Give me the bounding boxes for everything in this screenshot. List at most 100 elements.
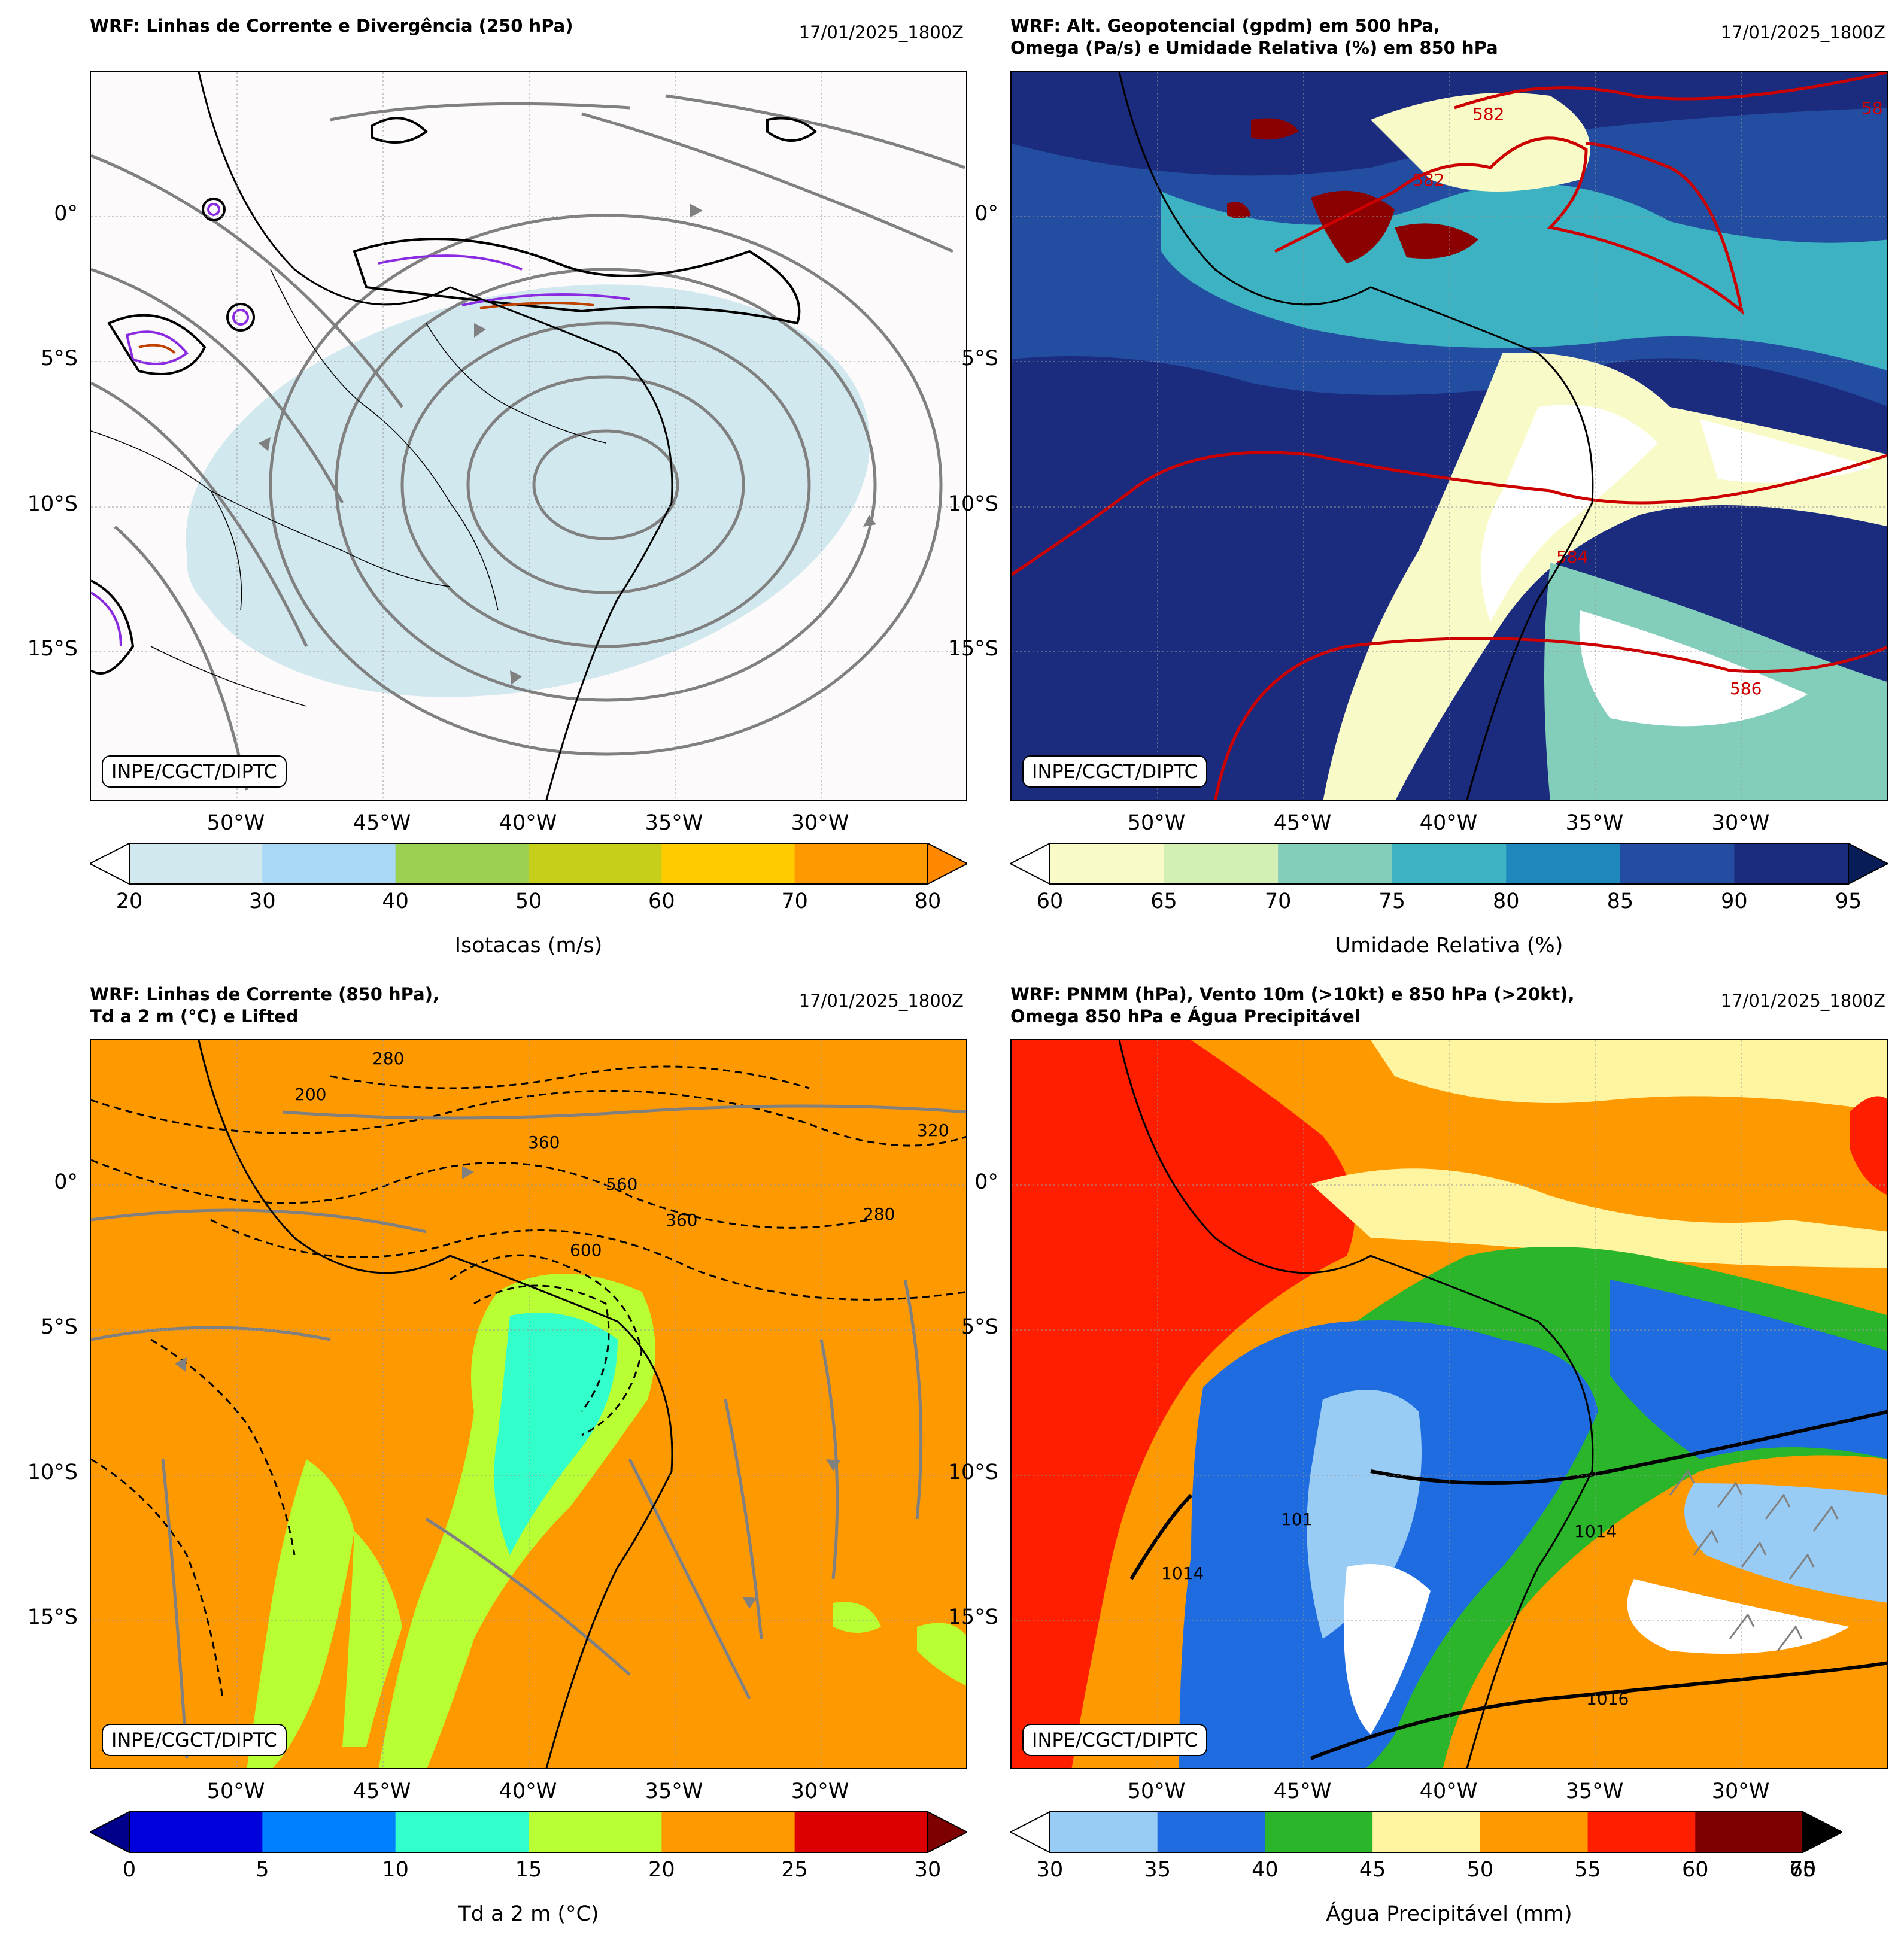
colorbar-segment xyxy=(1392,843,1507,884)
colorbar-tick: 55 xyxy=(1574,1858,1601,1882)
colorbar-segment xyxy=(1157,1812,1265,1852)
lat-tick: 10°S xyxy=(948,492,998,516)
colorbar-segment xyxy=(1372,1812,1481,1852)
lon-tick: 50°W xyxy=(1127,811,1186,835)
contour-label: 320 xyxy=(917,1120,949,1140)
lon-tick: 30°W xyxy=(791,1779,849,1803)
colorbar-tick: 95 xyxy=(1835,889,1862,913)
lon-tick: 45°W xyxy=(353,811,411,835)
colorbar xyxy=(88,842,969,885)
pw-region xyxy=(1311,1168,1887,1268)
lat-tick: 5°S xyxy=(41,1315,78,1339)
lat-tick: 0° xyxy=(54,1170,78,1194)
colorbar-segment xyxy=(1278,843,1393,884)
colorbar-tick: 25 xyxy=(781,1858,808,1882)
colorbar xyxy=(1009,1811,1844,1854)
rh-core xyxy=(1579,610,1808,727)
grid xyxy=(91,72,966,800)
colorbar-title: Água Precipitável (mm) xyxy=(1326,1902,1572,1926)
lon-tick: 30°W xyxy=(1711,811,1770,835)
contour-label: 360 xyxy=(666,1210,697,1230)
colorbar-tick: 30 xyxy=(1036,1858,1064,1882)
colorbar-tick: 70 xyxy=(781,889,808,913)
coastline xyxy=(198,1040,673,1768)
lon-tick: 50°W xyxy=(1127,1779,1186,1803)
lat-tick: 10°S xyxy=(948,1460,998,1484)
rh-band xyxy=(1371,93,1590,192)
td-region xyxy=(342,1531,402,1747)
lon-tick: 45°W xyxy=(1273,811,1332,835)
coastline xyxy=(1118,1040,1594,1768)
lon-tick: 45°W xyxy=(353,1779,411,1803)
td-region xyxy=(494,1313,618,1555)
credit-label: INPE/CGCT/DIPTC xyxy=(1022,755,1207,788)
colorbar-tick: 40 xyxy=(382,889,409,913)
contour-label: 58 xyxy=(1862,98,1883,118)
credit-label: INPE/CGCT/DIPTC xyxy=(102,755,287,788)
panel-title: WRF: PNMM (hPa), Vento 10m (>10kt) e 850… xyxy=(1010,984,1575,1026)
lon-tick: 35°W xyxy=(1565,811,1624,835)
colorbar-tick: 15 xyxy=(515,1858,542,1882)
lat-tick: 5°S xyxy=(961,347,998,370)
td-region xyxy=(833,1602,881,1633)
pw-region xyxy=(1344,1564,1431,1735)
lon-tick: 30°W xyxy=(1711,1779,1770,1803)
isobars xyxy=(1129,1410,1887,1760)
map-area: INPE/CGCT/DIPTC xyxy=(90,71,967,801)
lon-tick: 40°W xyxy=(1419,811,1478,835)
colorbar-segment xyxy=(129,843,263,884)
grid xyxy=(1012,72,1887,800)
colorbar-over-arrow xyxy=(1848,842,1890,885)
colorbar-tick: 70 xyxy=(1789,1858,1817,1882)
colorbar-under-arrow xyxy=(88,842,130,885)
lon-tick: 30°W xyxy=(791,811,849,835)
stream-arrows xyxy=(175,1166,840,1609)
colorbar-segment xyxy=(1587,1812,1696,1852)
contour-label: 584 xyxy=(1556,547,1588,567)
grid xyxy=(1012,1040,1887,1768)
contour-label: 582 xyxy=(1413,170,1444,190)
contour-labels: 280 200 600 560 360 280 320 360 xyxy=(294,1049,949,1260)
colorbar-tick: 50 xyxy=(515,889,542,913)
colorbar-segment xyxy=(395,843,529,884)
colorbar-tick: 20 xyxy=(648,1858,675,1882)
colorbar xyxy=(1009,842,1890,885)
contour-label: 1014 xyxy=(1161,1563,1204,1583)
colorbar-tick: 30 xyxy=(914,1858,942,1882)
colorbar-under-arrow xyxy=(88,1811,130,1854)
contour-label: 200 xyxy=(294,1085,326,1104)
colorbar-segment xyxy=(1164,843,1279,884)
colorbar-tick: 30 xyxy=(249,889,276,913)
pw-region xyxy=(1371,1040,1887,1112)
colorbar-segment xyxy=(262,843,396,884)
colorbar-tick: 75 xyxy=(1378,889,1405,913)
panel-date: 17/01/2025_1800Z xyxy=(798,22,964,42)
map-area: 280 200 600 560 360 280 320 360 INPE/CGC… xyxy=(90,1039,967,1769)
colorbar-segment xyxy=(1480,1812,1589,1852)
colorbar-tick: 80 xyxy=(914,889,942,913)
colorbar-tick: 50 xyxy=(1466,1858,1494,1882)
colorbar-segment xyxy=(529,843,662,884)
colorbar-over-arrow xyxy=(927,1811,969,1854)
lat-tick: 15°S xyxy=(948,637,998,661)
colorbar-tick-overlap: 65 xyxy=(1789,1858,1817,1882)
stream-arrows xyxy=(259,203,876,685)
panel-title: WRF: Alt. Geopotencial (gpdm) em 500 hPa… xyxy=(1010,16,1498,58)
rh-core xyxy=(1481,405,1658,622)
grid xyxy=(91,1040,966,1768)
colorbar-tick: 5 xyxy=(256,1858,269,1882)
contour-label: 280 xyxy=(372,1049,404,1068)
lat-tick: 15°S xyxy=(27,637,78,661)
colorbar-segment xyxy=(794,843,928,884)
lat-tick: 0° xyxy=(974,202,998,226)
pw-region xyxy=(1684,1483,1887,1603)
colorbar-tick: 40 xyxy=(1252,1858,1279,1882)
panel-date: 17/01/2025_1800Z xyxy=(1720,22,1885,42)
colorbar-segment xyxy=(1734,843,1849,884)
colorbar-tick: 60 xyxy=(1036,889,1064,913)
colorbar-under-arrow xyxy=(1009,842,1050,885)
lon-tick: 35°W xyxy=(1565,1779,1624,1803)
lon-tick: 45°W xyxy=(1273,1779,1332,1803)
lat-tick: 5°S xyxy=(41,347,78,370)
lat-tick: 10°S xyxy=(27,1460,78,1484)
